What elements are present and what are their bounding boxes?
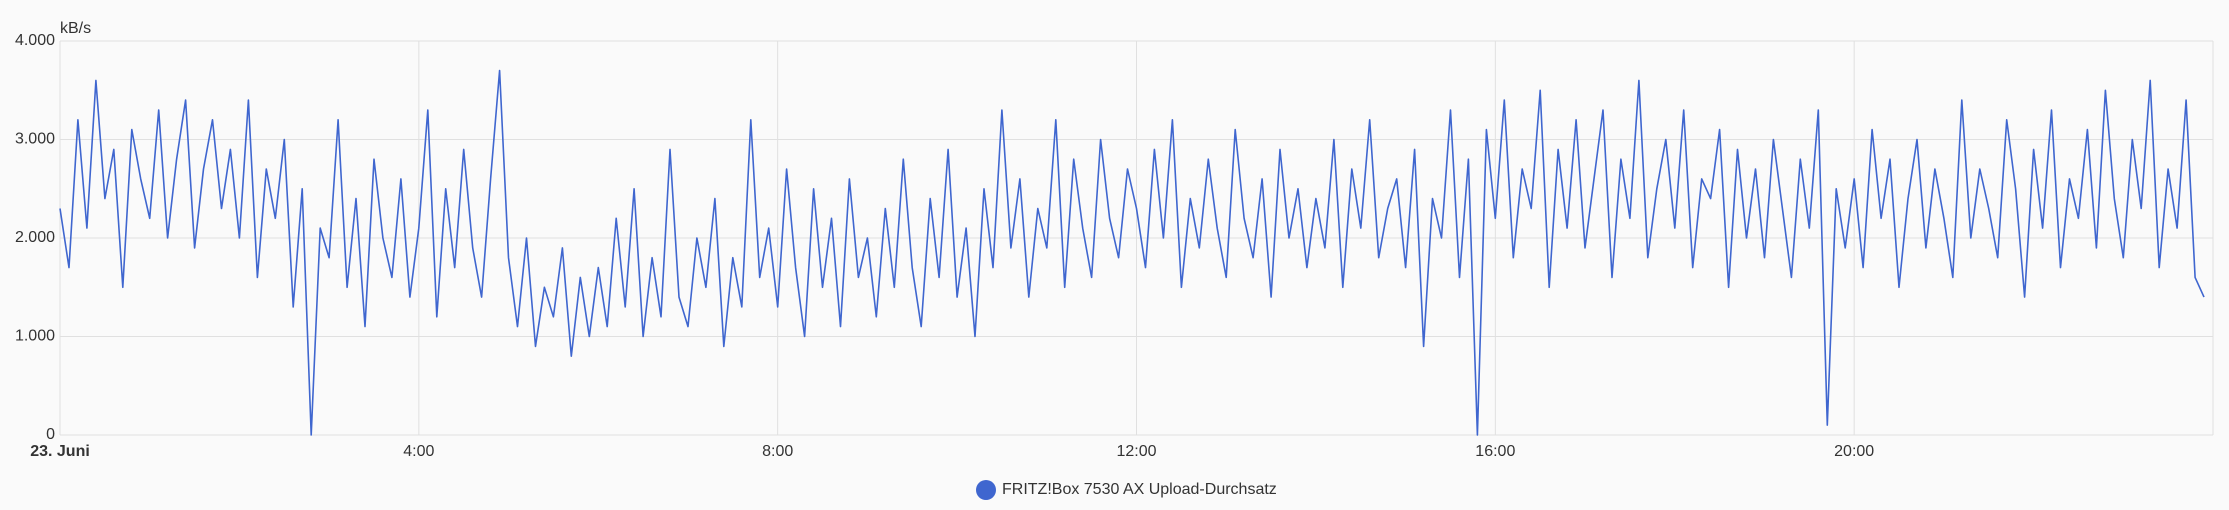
- y-tick-label: 4.000: [15, 32, 55, 49]
- y-tick-label: 0: [46, 426, 55, 443]
- y-tick-label: 3.000: [15, 131, 55, 148]
- x-tick-label: 12:00: [1116, 443, 1156, 460]
- legend-marker: [976, 480, 996, 500]
- x-tick-label: 8:00: [762, 443, 793, 460]
- y-axis-unit: kB/s: [60, 20, 91, 37]
- y-tick-label: 1.000: [15, 328, 55, 345]
- x-tick-label: 4:00: [403, 443, 434, 460]
- data-line: [59, 69, 2205, 436]
- x-tick-label: 16:00: [1475, 443, 1515, 460]
- x-tick-label: 23. Juni: [30, 443, 90, 460]
- legend-label: FRITZ!Box 7530 AX Upload-Durchsatz: [1002, 481, 1277, 498]
- y-tick-label: 2.000: [15, 229, 55, 246]
- x-tick-label: 20:00: [1834, 443, 1874, 460]
